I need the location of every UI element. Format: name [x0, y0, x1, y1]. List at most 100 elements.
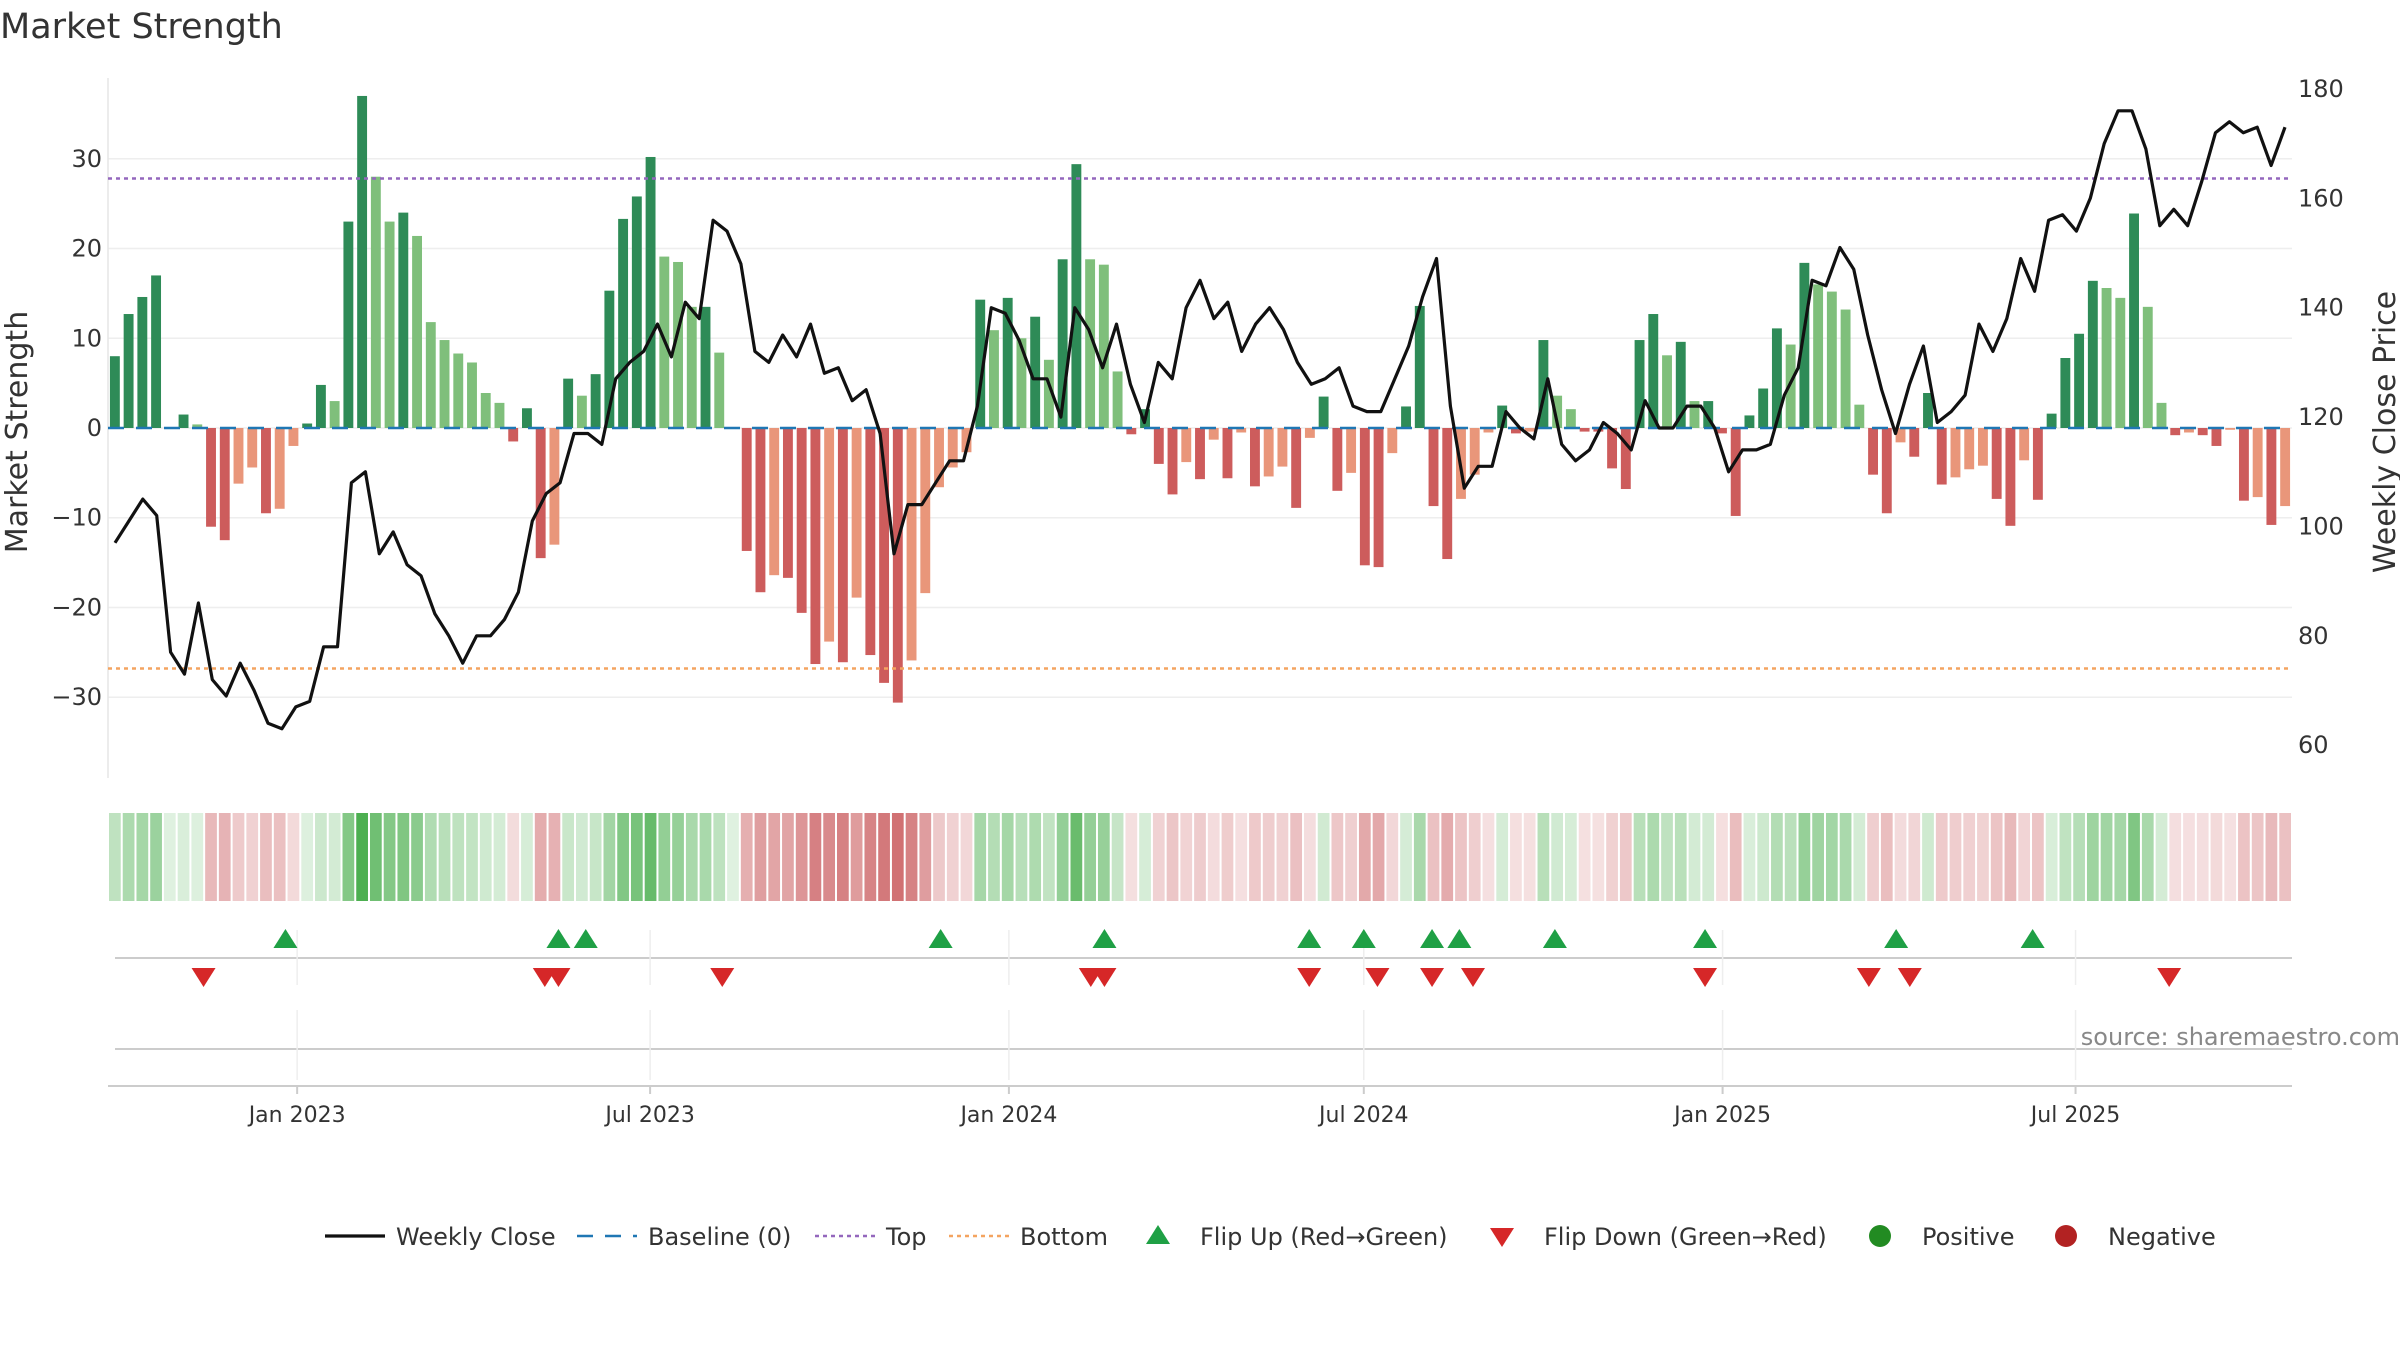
heat-cell	[452, 813, 465, 901]
heat-cell	[1015, 813, 1028, 901]
heat-cell	[1523, 813, 1536, 901]
strength-bar	[2238, 428, 2249, 501]
flip-up-marker	[573, 929, 598, 948]
strength-bar	[1373, 428, 1384, 568]
heat-cell	[576, 813, 588, 901]
heat-cell	[1661, 813, 1673, 901]
strength-bar	[1414, 305, 1425, 428]
strength-bar	[947, 428, 958, 468]
heat-cell	[1908, 813, 1921, 901]
right-y-axis: 180 160 140 120 100 80 60	[2298, 75, 2344, 759]
heat-cell	[479, 813, 492, 901]
x-tick-label: Jan 2024	[958, 1103, 1057, 1128]
legend-label: Negative	[2108, 1223, 2216, 1251]
heat-cell	[809, 813, 822, 901]
heat-cell	[754, 813, 767, 901]
x-tick-label: Jul 2024	[1317, 1103, 1409, 1128]
flip-up-marker	[1351, 929, 1376, 948]
strength-bar	[1758, 388, 1769, 428]
heat-cell	[2059, 813, 2072, 901]
heat-cell	[177, 813, 190, 901]
strength-bar	[741, 428, 752, 551]
legend-label: Bottom	[1020, 1223, 1108, 1251]
strength-bar	[1304, 428, 1315, 438]
strength-bar	[1153, 428, 1164, 464]
heat-cell	[946, 813, 959, 901]
heat-cell	[1152, 813, 1165, 901]
heat-cell	[122, 813, 135, 901]
heat-cell	[891, 813, 904, 901]
strength-bar	[1785, 344, 1796, 428]
strength-bar	[851, 428, 862, 598]
strength-bar	[302, 423, 313, 428]
heat-cell	[617, 813, 629, 901]
heat-cell	[1647, 813, 1660, 901]
heat-cell	[589, 813, 602, 901]
strength-bar	[2266, 428, 2277, 525]
heat-cell	[823, 813, 835, 901]
strength-bar	[906, 428, 917, 661]
strength-bar	[769, 428, 780, 576]
strength-bar	[1565, 409, 1576, 428]
heat-cell	[1592, 813, 1605, 901]
strength-bar	[1689, 401, 1700, 428]
strength-bar	[2170, 428, 2181, 436]
heat-cell	[1812, 813, 1824, 901]
heat-cell	[1166, 813, 1179, 901]
strength-bar	[673, 261, 683, 428]
strength-bar	[1428, 428, 1439, 507]
strength-bar	[329, 401, 340, 428]
strength-bar	[1318, 396, 1329, 428]
heat-cell	[1935, 813, 1948, 901]
heat-cell	[1510, 813, 1522, 901]
heat-cell	[905, 813, 918, 901]
flip-markers-panel	[115, 929, 2292, 987]
heat-cell	[960, 813, 973, 901]
flip-up-marker	[1884, 929, 1909, 948]
strength-bar	[425, 322, 436, 428]
strength-bar	[1950, 428, 1961, 478]
heat-cell	[1317, 813, 1330, 901]
heat-cell	[658, 813, 671, 901]
heat-cell	[1084, 813, 1096, 901]
heat-cell	[878, 813, 890, 901]
y-tick-label: 10	[71, 324, 102, 352]
heat-cell	[534, 813, 547, 901]
heat-cell	[2265, 813, 2278, 901]
heat-cell	[287, 813, 300, 901]
heat-cell	[933, 813, 945, 901]
x-axis: Jan 2023 Jul 2023 Jan 2024 Jul 2024 Jan 2025…	[108, 1085, 2292, 1128]
x-tick-label: Jul 2023	[603, 1103, 695, 1128]
heat-cell	[1784, 813, 1797, 901]
strength-bar	[1868, 428, 1879, 475]
strength-bar	[206, 428, 216, 527]
strength-bar	[109, 356, 120, 428]
heat-cell	[1139, 813, 1151, 901]
strength-bar	[1483, 428, 1494, 433]
strength-bar	[2156, 402, 2167, 428]
heat-cell	[727, 813, 739, 901]
heat-cell	[218, 813, 231, 901]
strength-bar	[398, 212, 409, 428]
strength-bar	[357, 95, 368, 428]
heat-cell	[273, 813, 286, 901]
heat-cell	[1880, 813, 1893, 901]
heat-cell	[1290, 813, 1303, 901]
strength-bar	[837, 428, 848, 663]
flip-up-marker	[1297, 929, 1322, 948]
flip-up-marker	[1092, 929, 1117, 948]
legend-label: Flip Up (Red→Green)	[1200, 1223, 1448, 1251]
strength-bar	[879, 428, 890, 683]
flip-up-marker	[2020, 929, 2045, 948]
strength-bar	[2032, 428, 2043, 500]
heat-cell	[1867, 813, 1879, 901]
heat-cell	[301, 813, 314, 901]
heat-cell	[356, 813, 368, 901]
strength-bar	[2142, 306, 2153, 428]
strength-bar	[892, 428, 903, 703]
heat-cell	[2196, 813, 2209, 901]
heat-cell	[1427, 813, 1440, 901]
flip-up-marker	[1693, 929, 1718, 948]
heat-cell	[1221, 813, 1234, 901]
